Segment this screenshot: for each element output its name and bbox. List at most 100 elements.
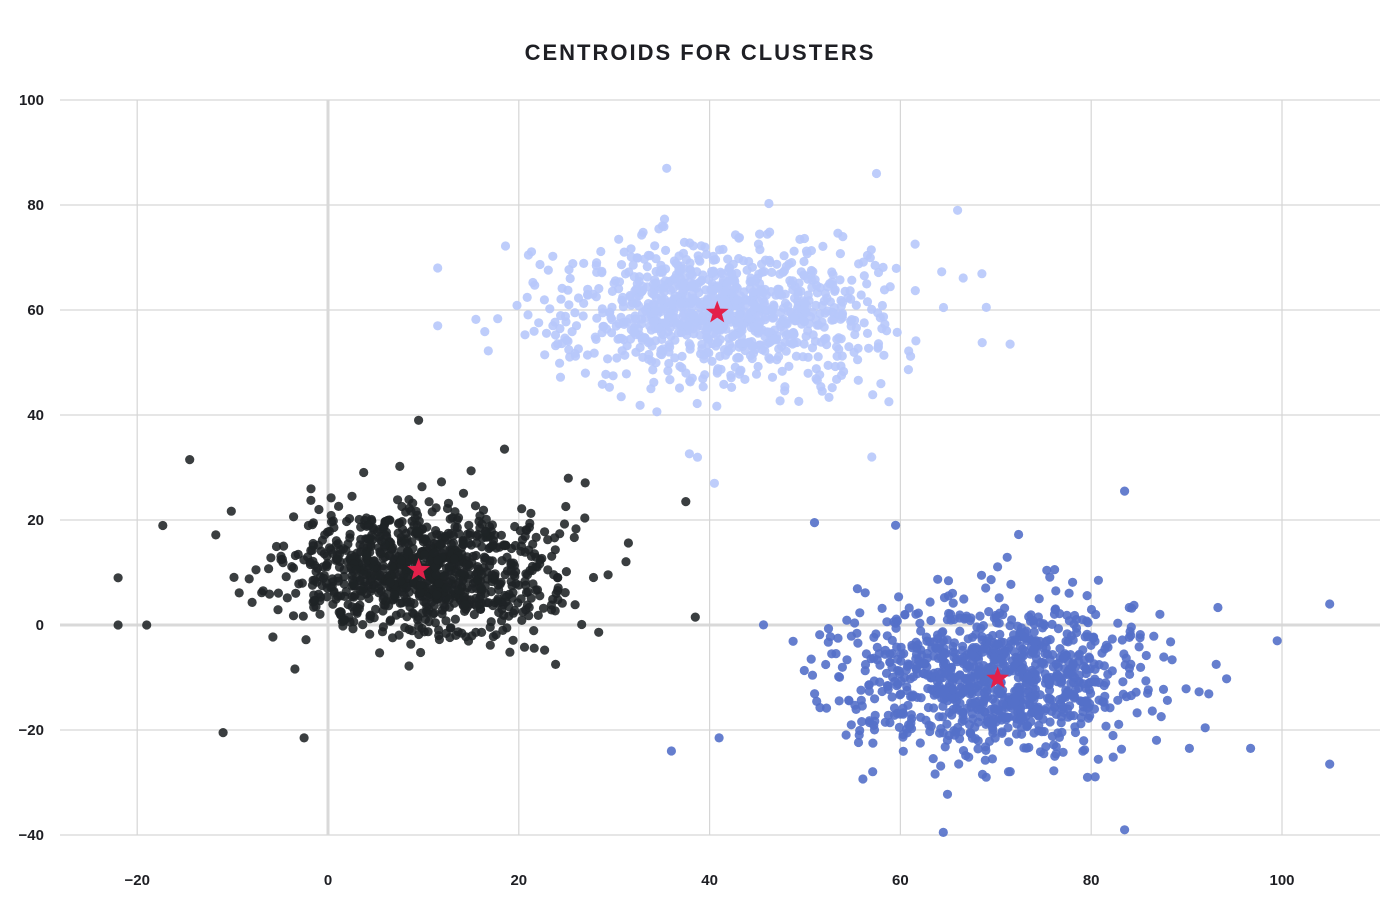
data-point	[460, 606, 470, 617]
data-point	[452, 522, 462, 533]
data-point	[358, 620, 368, 630]
data-point	[1246, 743, 1256, 754]
data-point	[1101, 640, 1111, 650]
data-point	[359, 467, 369, 478]
data-point	[516, 541, 527, 551]
data-point	[833, 309, 844, 319]
data-point	[684, 449, 695, 459]
data-point	[753, 319, 763, 329]
data-point	[343, 539, 353, 549]
data-point	[988, 694, 998, 704]
data-point	[535, 555, 546, 565]
data-point	[654, 323, 664, 333]
data-point	[950, 730, 960, 740]
data-point	[830, 286, 840, 296]
data-point	[871, 168, 882, 179]
data-point	[885, 282, 895, 292]
data-point	[1118, 689, 1128, 699]
data-point	[1036, 657, 1046, 668]
data-point	[862, 297, 873, 307]
data-point	[543, 265, 553, 275]
data-point	[299, 555, 309, 565]
series-1	[113, 415, 700, 743]
data-point	[422, 522, 432, 532]
data-point	[404, 624, 414, 635]
data-point	[416, 580, 426, 590]
data-point	[810, 689, 820, 699]
data-point	[944, 665, 954, 675]
data-point	[953, 722, 963, 733]
data-point	[345, 529, 355, 539]
data-point	[429, 548, 439, 558]
data-point	[635, 400, 645, 410]
data-point	[760, 346, 770, 356]
data-point	[477, 627, 487, 638]
data-point	[921, 632, 932, 642]
data-point	[436, 477, 447, 487]
data-point	[938, 827, 948, 838]
data-point	[393, 495, 403, 505]
data-point	[856, 685, 866, 695]
data-point	[414, 629, 424, 640]
data-point	[842, 615, 852, 625]
data-point	[769, 334, 779, 344]
data-point	[775, 269, 785, 279]
data-point	[531, 585, 541, 595]
data-point	[891, 520, 901, 530]
data-point	[362, 550, 372, 560]
data-point	[723, 346, 734, 356]
data-point	[385, 515, 395, 525]
data-point	[247, 597, 257, 608]
data-point	[781, 330, 791, 340]
data-points	[113, 163, 1335, 838]
data-point	[740, 345, 750, 356]
data-point	[326, 545, 336, 555]
data-point	[1134, 642, 1144, 652]
data-point	[1022, 722, 1032, 732]
data-point	[798, 352, 808, 362]
data-point	[945, 609, 956, 619]
data-point	[751, 302, 762, 312]
data-point	[648, 365, 658, 375]
data-point	[567, 327, 577, 337]
x-tick-label: −20	[124, 872, 149, 889]
data-point	[264, 564, 274, 574]
data-point	[565, 273, 575, 284]
data-point	[808, 330, 818, 340]
data-point	[954, 759, 964, 769]
data-point	[867, 452, 877, 462]
data-point	[815, 630, 825, 640]
data-point	[453, 513, 464, 523]
data-point	[860, 588, 870, 598]
data-point	[1097, 648, 1107, 658]
data-point	[727, 382, 737, 392]
data-point	[662, 163, 672, 173]
data-point	[1006, 639, 1016, 649]
data-point	[623, 538, 634, 548]
data-point	[444, 594, 454, 605]
data-point	[1158, 684, 1169, 695]
data-point	[404, 495, 414, 505]
data-point	[1017, 729, 1027, 739]
data-point	[346, 550, 357, 560]
data-point	[444, 562, 454, 572]
y-tick-label: −40	[19, 827, 44, 844]
data-point	[782, 319, 792, 329]
data-point	[1053, 624, 1063, 634]
data-point	[1083, 713, 1094, 723]
data-point	[588, 572, 599, 583]
data-point	[648, 317, 658, 327]
data-point	[701, 285, 711, 295]
data-point	[728, 259, 738, 269]
data-point	[1141, 676, 1151, 686]
data-point	[389, 590, 400, 600]
data-point	[753, 361, 763, 372]
data-point	[526, 508, 536, 518]
data-point	[838, 232, 848, 242]
data-point	[1131, 687, 1141, 697]
data-point	[1089, 704, 1100, 714]
data-point	[386, 561, 397, 572]
data-point	[709, 478, 720, 488]
data-point	[633, 253, 643, 263]
data-point	[1117, 635, 1127, 645]
